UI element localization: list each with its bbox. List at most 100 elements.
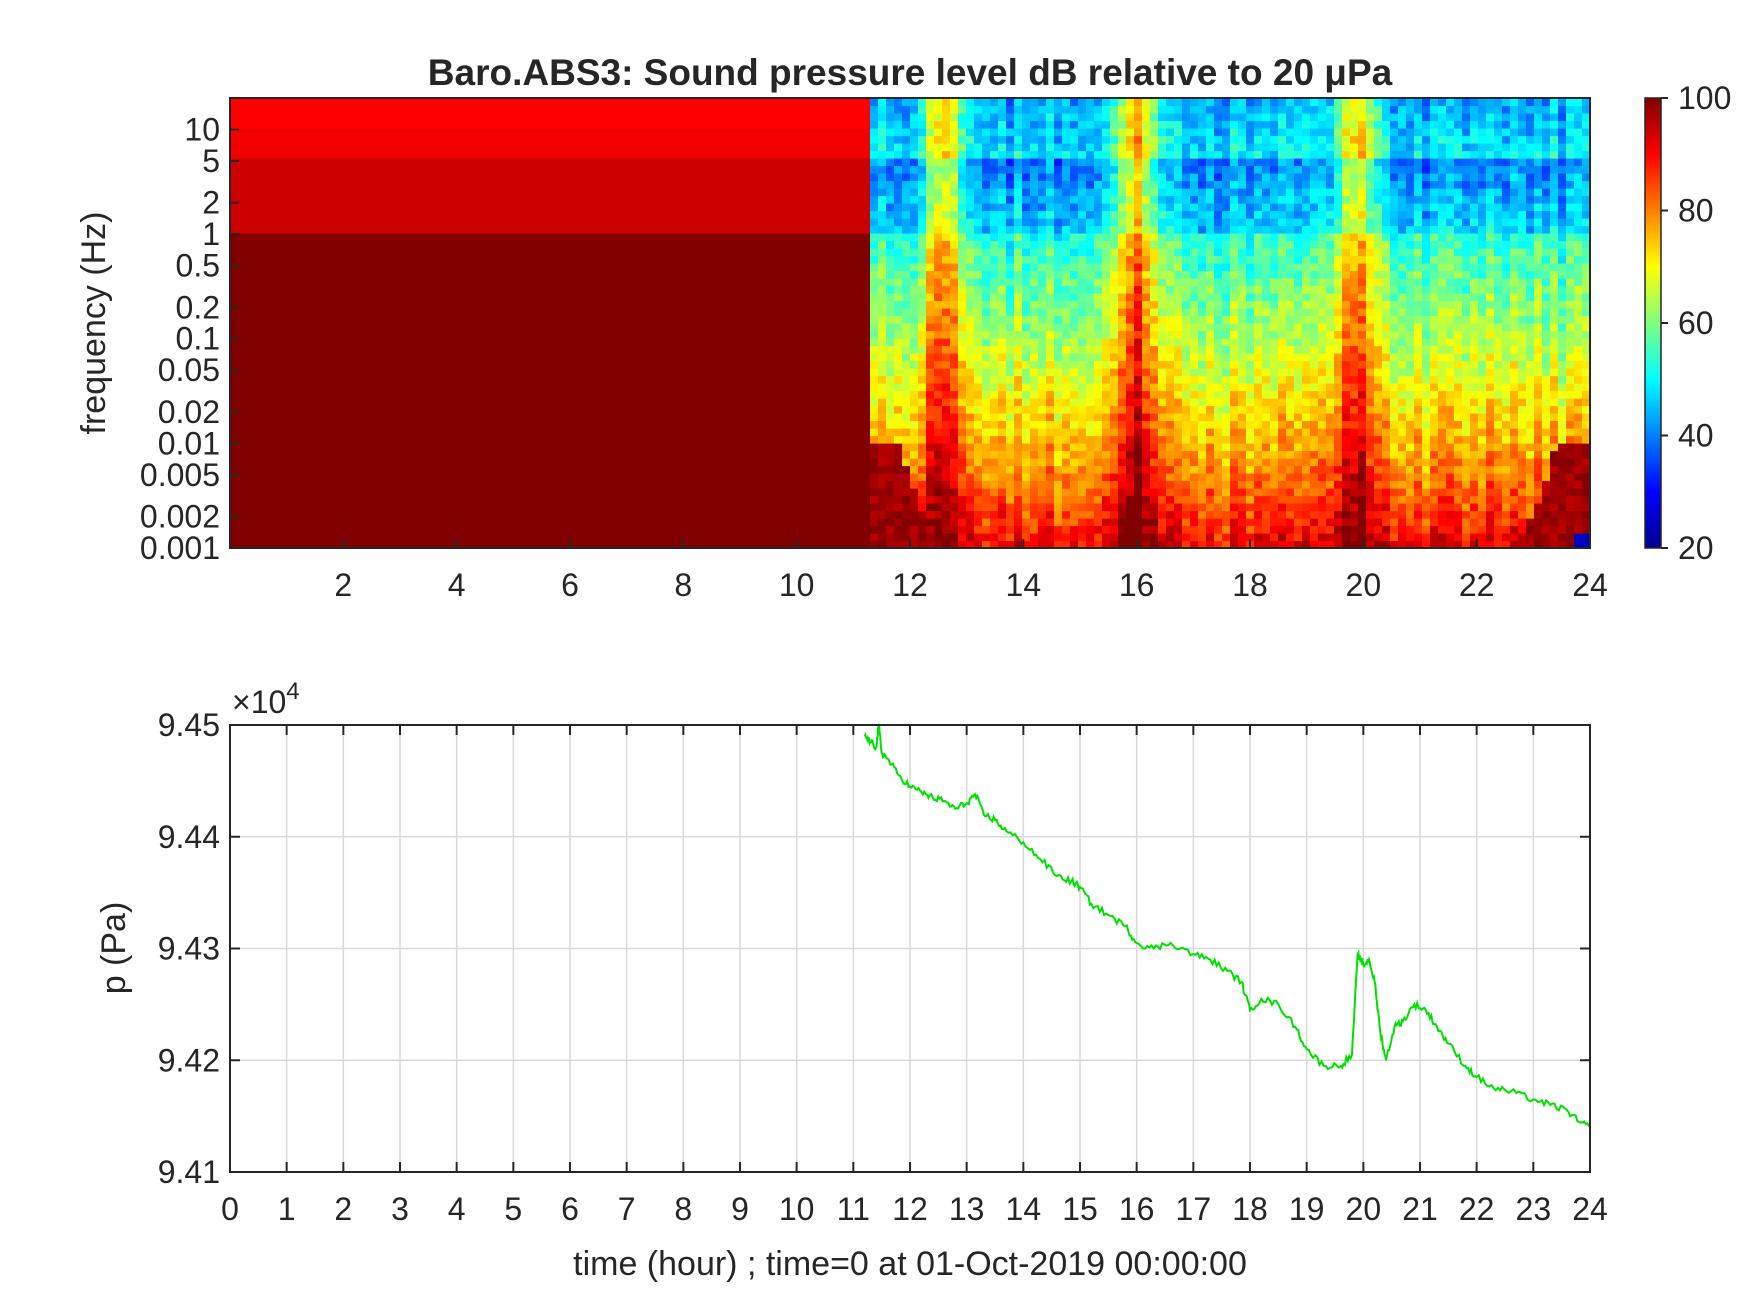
heatmap-cell (326, 173, 335, 182)
heatmap-cell (310, 225, 319, 234)
heatmap-cell (742, 428, 751, 437)
heatmap-cell (766, 150, 775, 159)
heatmap-cell (718, 368, 727, 377)
heatmap-cell (846, 293, 855, 302)
heatmap-cell (806, 525, 815, 534)
heatmap-cell (590, 338, 599, 347)
heatmap-cell (254, 383, 263, 392)
heatmap-cell (614, 450, 623, 459)
heatmap-cell (518, 248, 527, 257)
heatmap-cell (382, 458, 391, 467)
heatmap-cell (662, 473, 671, 482)
heatmap-cell (230, 443, 239, 452)
heatmap-cell (398, 188, 407, 197)
heatmap-cell (838, 203, 847, 212)
heatmap-cell (398, 158, 407, 167)
heatmap-cell (710, 480, 719, 489)
heatmap-cell (294, 293, 303, 302)
heatmap-cell (710, 270, 719, 279)
heatmap-cell (374, 300, 383, 309)
heatmap-cell (262, 330, 271, 339)
heatmap-cell (702, 443, 711, 452)
heatmap-cell (710, 323, 719, 332)
heatmap-cell (886, 270, 895, 279)
heatmap-cell (862, 143, 871, 152)
heatmap-cell (742, 188, 751, 197)
heatmap-cell (318, 458, 327, 467)
heatmap-cell (654, 503, 663, 512)
heatmap-cell (606, 353, 615, 362)
heatmap-cell (814, 293, 823, 302)
heatmap-cell (438, 143, 447, 152)
heatmap-cell (550, 533, 559, 542)
heatmap-cell (438, 105, 447, 114)
heatmap-cell (262, 210, 271, 219)
heatmap-cell (670, 143, 679, 152)
heatmap-cell (854, 413, 863, 422)
heatmap-cell (710, 150, 719, 159)
heatmap-cell (870, 143, 879, 152)
heatmap-cell (686, 165, 695, 174)
heatmap-cell (462, 473, 471, 482)
heatmap-cell (430, 390, 439, 399)
heatmap-cell (878, 345, 887, 354)
heatmap-cell (278, 488, 287, 497)
heatmap-cell (310, 135, 319, 144)
heatmap-cell (542, 210, 551, 219)
heatmap-cell (470, 173, 479, 182)
heatmap-cell (678, 353, 687, 362)
heatmap-cell (470, 240, 479, 249)
heatmap-cell (870, 210, 879, 219)
heatmap-cell (398, 465, 407, 474)
heatmap-cell (286, 525, 295, 534)
heatmap-cell (710, 353, 719, 362)
heatmap-cell (302, 285, 311, 294)
heatmap-cell (742, 135, 751, 144)
heatmap-cell (654, 480, 663, 489)
heatmap-cell (422, 420, 431, 429)
heatmap-cell (790, 345, 799, 354)
heatmap-cell (566, 360, 575, 369)
heatmap-cell (510, 315, 519, 324)
heatmap-cell (286, 323, 295, 332)
heatmap-cell (430, 143, 439, 152)
heatmap-cell (446, 533, 455, 542)
heatmap-cell (774, 120, 783, 129)
heatmap-cell (566, 458, 575, 467)
heatmap-cell (446, 368, 455, 377)
heatmap-cell (798, 285, 807, 294)
heatmap-cell (542, 375, 551, 384)
heatmap-cell (790, 428, 799, 437)
heatmap-cell (734, 218, 743, 227)
heatmap-cell (366, 353, 375, 362)
heatmap-cell (406, 458, 415, 467)
heatmap-cell (326, 308, 335, 317)
heatmap-cell (606, 293, 615, 302)
heatmap-cell (318, 360, 327, 369)
heatmap-cell (622, 225, 631, 234)
heatmap-cell (790, 150, 799, 159)
heatmap-cell (654, 360, 663, 369)
heatmap-cell (614, 143, 623, 152)
heatmap-cell (806, 533, 815, 542)
heatmap-cell (718, 480, 727, 489)
heatmap-cell (446, 480, 455, 489)
heatmap-cell (838, 458, 847, 467)
heatmap-cell (374, 218, 383, 227)
heatmap-cell (582, 143, 591, 152)
heatmap-cell (406, 435, 415, 444)
heatmap-cell (606, 180, 615, 189)
heatmap-cell (638, 480, 647, 489)
heatmap-cell (502, 413, 511, 422)
heatmap-cell (574, 428, 583, 437)
heatmap-cell (798, 480, 807, 489)
heatmap-cell (254, 510, 263, 519)
heatmap-cell (614, 210, 623, 219)
heatmap-cell (230, 458, 239, 467)
heatmap-cell (558, 98, 567, 107)
heatmap-cell (470, 540, 479, 548)
heatmap-cell (278, 300, 287, 309)
heatmap-cell (726, 240, 735, 249)
heatmap-cell (694, 315, 703, 324)
heatmap-cell (542, 465, 551, 474)
